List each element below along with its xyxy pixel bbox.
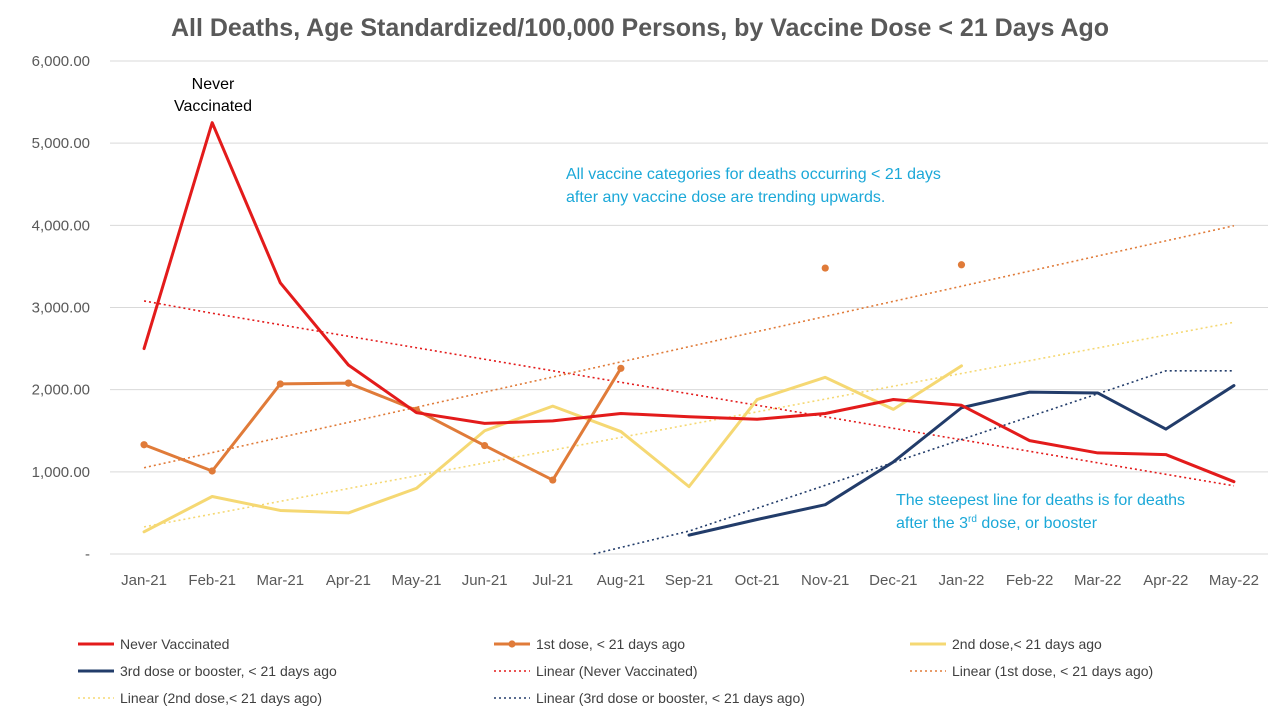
legend-swatch	[78, 669, 114, 673]
chart-title: All Deaths, Age Standardized/100,000 Per…	[170, 14, 1110, 42]
legend-label: 3rd dose or booster, < 21 days ago	[120, 663, 337, 679]
y-tick-label: 5,000.00	[32, 135, 90, 152]
data-point-dose1	[344, 379, 353, 387]
data-point-dose1	[821, 264, 829, 272]
legend-swatch	[494, 697, 530, 699]
x-tick-label: Jan-21	[121, 572, 167, 589]
chart-legend: Never Vaccinated 1st dose, < 21 days ago 2…	[0, 632, 1280, 716]
legend-item: Never Vaccinated	[78, 632, 229, 656]
x-tick-label: Nov-21	[801, 572, 849, 589]
x-tick-label: Jun-21	[462, 572, 508, 589]
data-point-dose1	[957, 261, 966, 269]
legend-item: Linear (Never Vaccinated)	[494, 659, 698, 683]
legend-swatch	[78, 697, 114, 699]
x-tick-label: Apr-21	[326, 572, 371, 589]
x-tick-label: Feb-21	[188, 572, 236, 589]
x-tick-label: May-21	[392, 572, 442, 589]
annotation-steepest: The steepest line for deaths is for deat…	[896, 492, 1185, 509]
y-tick-label: 1,000.00	[32, 464, 90, 481]
x-tick-label: Aug-21	[597, 572, 645, 589]
legend-item: Linear (1st dose, < 21 days ago)	[910, 659, 1153, 683]
legend-label: Never Vaccinated	[120, 636, 230, 652]
x-tick-label: May-22	[1209, 572, 1259, 589]
legend-label: Linear (3rd dose or booster, < 21 days a…	[536, 690, 805, 706]
legend-swatch	[494, 640, 530, 648]
series-line-dose3	[687, 384, 1236, 537]
annotation-trend: after any vaccine dose are trending upwa…	[566, 189, 885, 206]
x-tick-label: Feb-22	[1006, 572, 1054, 589]
x-tick-label: Sep-21	[665, 572, 713, 589]
annotation-never-vaccinated: Never	[192, 76, 235, 93]
trendline-dose1	[143, 224, 1235, 469]
x-tick-label: Apr-22	[1143, 572, 1188, 589]
legend-item: 2nd dose,< 21 days ago	[910, 632, 1102, 656]
legend-label: Linear (Never Vaccinated)	[536, 663, 698, 679]
legend-item: 3rd dose or booster, < 21 days ago	[78, 659, 337, 683]
legend-item: Linear (2nd dose,< 21 days ago)	[78, 686, 322, 710]
y-tick-label: 6,000.00	[32, 53, 90, 70]
legend-label: 1st dose, < 21 days ago	[536, 636, 686, 652]
annotation-steepest: after the 3rd dose, or booster	[896, 514, 1098, 532]
data-point-dose1	[617, 364, 625, 372]
legend-label: 2nd dose,< 21 days ago	[952, 636, 1102, 652]
legend-label: Linear (2nd dose,< 21 days ago)	[120, 690, 322, 706]
y-tick-label: 2,000.00	[32, 382, 90, 399]
y-tick-label: 4,000.00	[32, 217, 90, 234]
annotation-never-vaccinated: Vaccinated	[174, 98, 252, 115]
legend-item: 1st dose, < 21 days ago	[494, 632, 685, 656]
x-tick-label: Mar-22	[1074, 572, 1122, 589]
data-point-dose1	[549, 476, 557, 484]
x-tick-label: Oct-21	[735, 572, 780, 589]
data-point-dose1	[276, 380, 284, 388]
legend-swatch	[494, 670, 530, 672]
legend-swatch	[78, 642, 114, 646]
line-chart: - 1,000.00 2,000.00 3,000.00 4,000.00 5,000.0…	[32, 53, 1268, 589]
annotation-trend: All vaccine categories for deaths occurr…	[566, 166, 941, 183]
legend-item: Linear (3rd dose or booster, < 21 days a…	[494, 686, 805, 710]
y-tick-label: 3,000.00	[32, 300, 90, 317]
data-point-dose1	[481, 441, 489, 450]
x-tick-label: Dec-21	[869, 572, 917, 589]
data-point-dose1	[208, 467, 216, 475]
data-point-dose1	[140, 441, 148, 449]
y-tick-label: -	[85, 546, 90, 563]
x-tick-label: Jan-22	[939, 572, 985, 589]
series-line-dose1	[142, 366, 623, 482]
series-line-never	[142, 121, 1236, 484]
legend-label: Linear (1st dose, < 21 days ago)	[952, 663, 1154, 679]
trendline-dose3	[593, 370, 1234, 555]
trendline-never	[143, 300, 1235, 487]
series-line-dose2	[142, 364, 963, 534]
legend-swatch	[910, 670, 946, 672]
legend-swatch	[910, 642, 946, 646]
x-tick-label: Mar-21	[257, 572, 305, 589]
x-tick-label: Jul-21	[532, 572, 573, 589]
